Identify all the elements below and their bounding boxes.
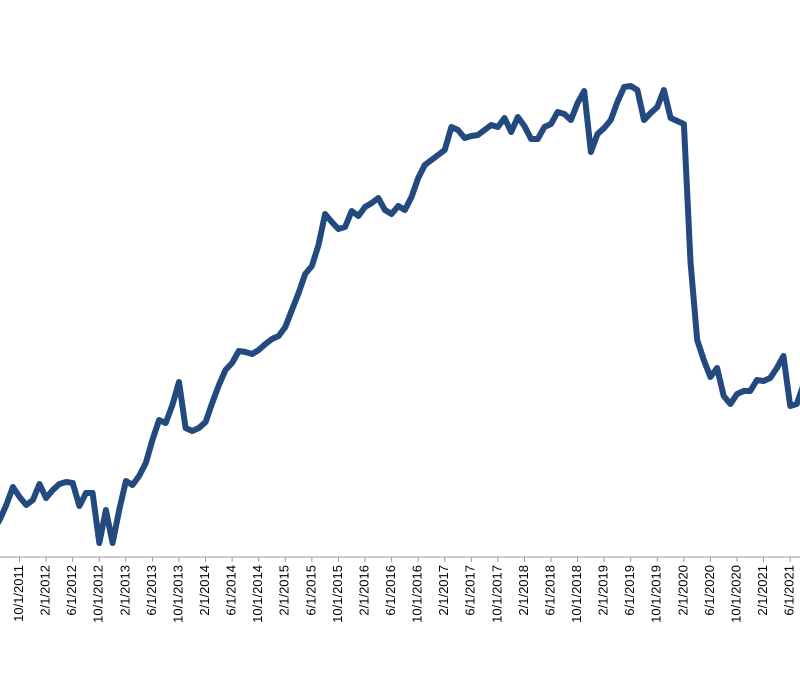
x-tick-label: 2/1/2020 <box>675 565 690 616</box>
x-tick-label: 2/1/2019 <box>596 565 611 616</box>
x-tick-label: 6/1/2019 <box>622 565 637 616</box>
x-tick-label: 10/1/2012 <box>91 565 106 623</box>
x-tick-label: 2/1/2015 <box>277 565 292 616</box>
x-tick-label: 6/1/2021 <box>782 565 797 616</box>
x-tick-label: 2/1/2014 <box>197 565 212 616</box>
x-tick-label: 2/1/2017 <box>436 565 451 616</box>
x-tick-label: 6/1/2013 <box>144 565 159 616</box>
x-tick-label: 6/1/2017 <box>463 565 478 616</box>
x-tick-label: 10/1/2013 <box>170 565 185 623</box>
x-tick-label: 6/1/2012 <box>64 565 79 616</box>
x-tick-label: 2/1/2018 <box>516 565 531 616</box>
x-tick-label: 6/1/2015 <box>303 565 318 616</box>
x-tick-label: 10/1/2020 <box>728 565 743 623</box>
x-tick-label: 10/1/2018 <box>569 565 584 623</box>
x-tick-label: 2/1/2016 <box>356 565 371 616</box>
line <box>0 83 800 546</box>
x-tick-label: 6/1/2020 <box>702 565 717 616</box>
x-tick-label: 2/1/2013 <box>117 565 132 616</box>
x-tick-label: 10/1/2016 <box>410 565 425 623</box>
x-tick-label: 2/1/2012 <box>38 565 53 616</box>
x-tick-label: 10/1/2015 <box>330 565 345 623</box>
x-tick-label: 10/1/2011 <box>11 565 26 622</box>
x-tick-label: 10/1/2017 <box>489 565 504 623</box>
x-tick-label: 6/1/2016 <box>383 565 398 616</box>
x-tick-label: 10/1/2014 <box>250 565 265 623</box>
x-tick-label: 10/1/2019 <box>649 565 664 623</box>
x-tick-label: 6/1/2014 <box>224 565 239 616</box>
x-tick-label: 6/1/2018 <box>542 565 557 616</box>
x-tick-label: 2/1/2021 <box>755 565 770 616</box>
